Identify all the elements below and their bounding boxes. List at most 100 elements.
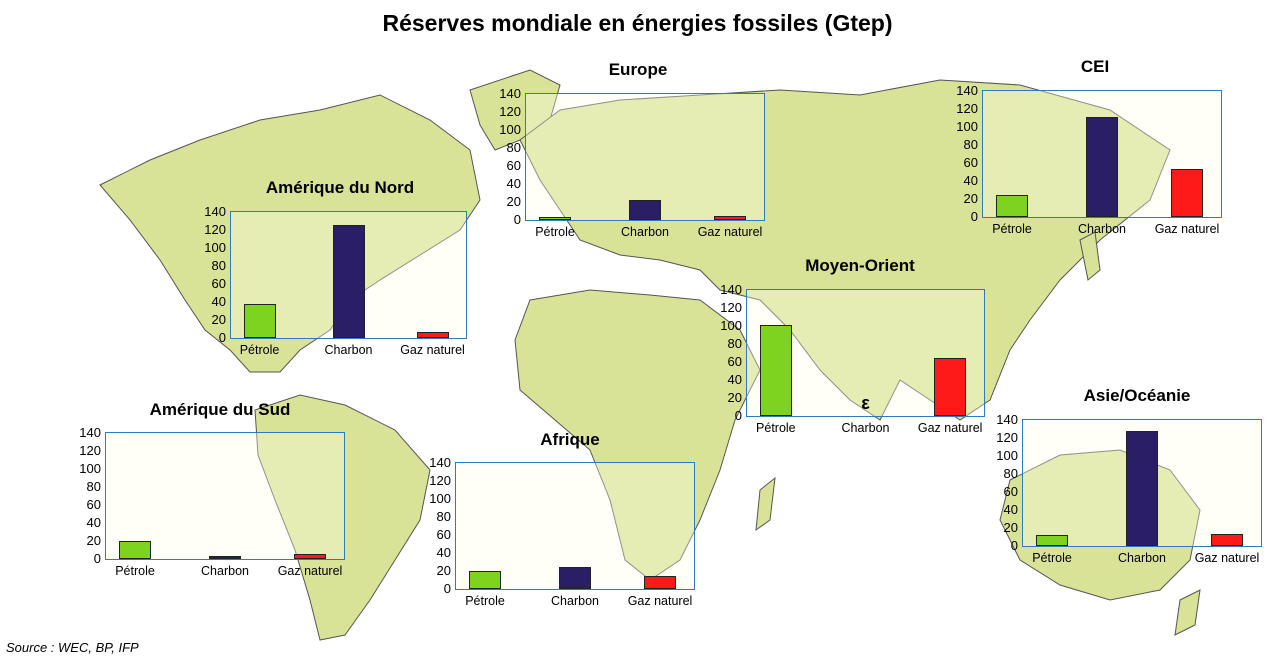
chart-panel-amerique-du-sud (105, 432, 345, 560)
eurasia-shape (519, 79, 1171, 421)
y-tick-label: 140 (996, 412, 1018, 427)
category-label: Gaz naturel (277, 564, 343, 578)
bar-europe-0 (539, 217, 571, 220)
y-tick-label: 0 (970, 209, 978, 224)
y-tick-label: 120 (429, 473, 451, 488)
bar-europe-1 (629, 200, 661, 220)
bar-afrique-1 (559, 566, 591, 589)
y-tick-label: 40 (963, 173, 978, 188)
south-america-shape (254, 394, 431, 641)
category-label: Pétrole (535, 225, 575, 239)
y-tick-label: 40 (211, 294, 226, 309)
y-tick-label: 140 (429, 455, 451, 470)
north-america-shape (99, 94, 481, 373)
y-tick-label: 20 (963, 191, 978, 206)
madagascar-shape (755, 476, 776, 532)
category-label: Gaz naturel (697, 225, 763, 239)
africa-shape (514, 289, 761, 581)
y-tick-label: 120 (204, 222, 226, 237)
bar-cei-1 (1086, 117, 1118, 217)
y-tick-label: 20 (211, 312, 226, 327)
y-tick-label: 80 (963, 137, 978, 152)
bar-amerique-du-sud-0 (119, 541, 151, 559)
y-tick-label: 120 (956, 101, 978, 116)
y-tick-label: 40 (1003, 502, 1018, 517)
category-label: Charbon (551, 594, 599, 608)
category-label: Charbon (1118, 551, 1166, 565)
y-tick-label: 20 (727, 390, 742, 405)
y-tick-label: 60 (506, 158, 521, 173)
y-tick-label: 140 (956, 83, 978, 98)
y-tick-label: 80 (211, 258, 226, 273)
region-title-cei: CEI (1080, 57, 1110, 76)
category-label: Gaz naturel (917, 421, 983, 435)
y-tick-label: 100 (720, 318, 742, 333)
category-label: Charbon (201, 564, 249, 578)
bar-amerique-du-nord-2 (416, 331, 449, 338)
category-label: Pétrole (115, 564, 155, 578)
y-tick-label: 0 (93, 551, 101, 566)
y-tick-label: 120 (79, 443, 101, 458)
y-tick-label: 80 (506, 140, 521, 155)
y-tick-label: 40 (436, 545, 451, 560)
y-tick-label: 140 (79, 425, 101, 440)
y-tick-label: 60 (1003, 484, 1018, 499)
y-tick-label: 60 (86, 497, 101, 512)
bar-amerique-du-sud-1 (209, 556, 241, 559)
region-title-asie-oceanie: Asie/Océanie (1083, 386, 1191, 405)
bar-asie-oceanie-0 (1036, 535, 1068, 546)
bar-asie-oceanie-2 (1211, 534, 1243, 546)
category-label: Pétrole (1032, 551, 1072, 565)
source-note: Source : WEC, BP, IFP (6, 640, 139, 655)
category-label: Pétrole (465, 594, 505, 608)
bar-moyen-orient-0 (759, 325, 792, 416)
region-title-afrique: Afrique (540, 430, 600, 449)
region-title-moyen-orient: Moyen-Orient (805, 256, 915, 275)
y-tick-label: 40 (727, 372, 742, 387)
y-tick-label: 20 (506, 194, 521, 209)
y-tick-label: 0 (734, 408, 742, 423)
bar-amerique-du-nord-1 (332, 224, 365, 338)
bar-afrique-2 (644, 576, 676, 589)
annotation-epsilon: ε (861, 393, 870, 413)
y-tick-label: 0 (443, 581, 451, 596)
chart-title: Réserves mondiale en énergies fossiles (… (382, 10, 893, 36)
y-tick-label: 100 (996, 448, 1018, 463)
category-label: Gaz naturel (1154, 222, 1220, 236)
bar-asie-oceanie-1 (1126, 430, 1158, 546)
category-label: Pétrole (756, 421, 796, 435)
y-tick-label: 40 (506, 176, 521, 191)
bar-afrique-0 (469, 571, 501, 589)
bar-cei-0 (996, 195, 1028, 217)
bar-amerique-du-sud-2 (294, 553, 326, 559)
y-tick-label: 100 (499, 122, 521, 137)
y-tick-label: 0 (218, 330, 226, 345)
y-tick-label: 60 (211, 276, 226, 291)
y-tick-label: 80 (1003, 466, 1018, 481)
y-tick-label: 100 (79, 461, 101, 476)
y-tick-label: 20 (86, 533, 101, 548)
category-label: Pétrole (992, 222, 1032, 236)
y-tick-label: 60 (963, 155, 978, 170)
japan-shape (1079, 231, 1101, 281)
y-tick-label: 60 (436, 527, 451, 542)
y-tick-label: 100 (429, 491, 451, 506)
y-tick-label: 60 (727, 354, 742, 369)
region-title-amerique-du-sud: Amérique du Sud (149, 400, 291, 419)
new-zealand-shape (1174, 589, 1201, 636)
y-tick-label: 120 (720, 300, 742, 315)
y-tick-label: 120 (996, 430, 1018, 445)
bar-cei-2 (1171, 169, 1203, 217)
category-label: Charbon (324, 343, 373, 357)
bar-moyen-orient-2 (934, 358, 967, 416)
y-tick-label: 140 (204, 204, 226, 219)
category-label: Pétrole (239, 343, 280, 357)
y-tick-label: 80 (86, 479, 101, 494)
category-label: Charbon (1078, 222, 1126, 236)
y-tick-label: 140 (720, 282, 742, 297)
region-title-amerique-du-nord: Amérique du Nord (265, 178, 415, 197)
y-tick-label: 140 (499, 86, 521, 101)
bar-europe-2 (714, 215, 746, 220)
y-tick-label: 20 (1003, 520, 1018, 535)
